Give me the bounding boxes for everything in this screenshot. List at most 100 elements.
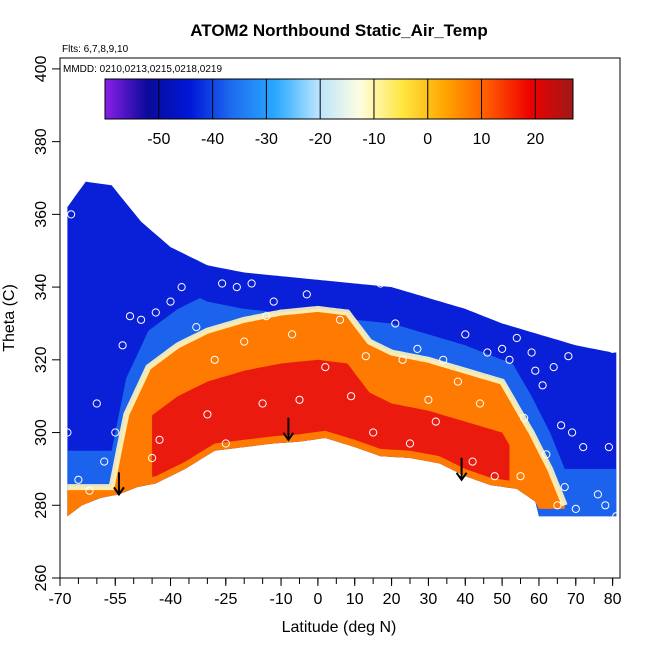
observation-point xyxy=(92,399,101,408)
observation-point xyxy=(498,344,507,353)
colorbar-tick-label: -30 xyxy=(255,131,278,148)
observation-point xyxy=(376,279,385,288)
observation-point xyxy=(218,279,227,288)
arrow-marker xyxy=(455,457,468,482)
observation-points xyxy=(60,210,620,521)
dates-note: MMDD: 0210,0213,0215,0218,0219 xyxy=(63,64,222,75)
colorbar-tick-label: 20 xyxy=(526,131,544,148)
observation-point xyxy=(475,399,485,408)
y-tick-label: 320 xyxy=(33,346,50,373)
observation-point xyxy=(439,355,448,364)
observation-point xyxy=(468,457,477,466)
observation-point xyxy=(258,399,267,408)
x-tick-label: 0 xyxy=(313,591,322,608)
observation-point xyxy=(383,264,392,273)
observation-point xyxy=(343,272,352,281)
observation-point xyxy=(571,504,580,513)
observation-point xyxy=(63,428,72,437)
colorbar: -50 -40 -30 -20 -10 0 10 20 xyxy=(104,78,574,148)
plot-frame xyxy=(59,57,621,579)
observation-point xyxy=(277,261,286,270)
x-axis-label: Latitude (deg N) xyxy=(282,619,397,636)
observation-point xyxy=(313,268,322,277)
y-tick-label: 340 xyxy=(33,274,50,301)
observation-point xyxy=(461,330,470,339)
observation-point xyxy=(302,290,311,299)
observation-point xyxy=(520,413,529,423)
colorbar-tick-label: -40 xyxy=(201,131,224,148)
observation-point xyxy=(269,297,278,306)
observation-point xyxy=(67,210,76,219)
observation-point xyxy=(321,363,330,372)
observation-point xyxy=(177,283,186,292)
observation-point xyxy=(354,268,363,277)
arrow-marker xyxy=(282,417,295,442)
y-tick-label: 400 xyxy=(33,55,50,82)
observation-point xyxy=(549,363,558,372)
x-tick-label: 20 xyxy=(383,591,401,608)
observation-point xyxy=(601,501,610,510)
observation-point xyxy=(111,428,120,437)
observation-point xyxy=(74,475,83,484)
observation-point xyxy=(560,483,569,492)
observation-point xyxy=(593,490,603,499)
observation-point xyxy=(328,446,337,455)
flights-note: Flts: 6,7,8,9,10 xyxy=(62,44,129,55)
plot-area xyxy=(60,181,620,521)
observation-point xyxy=(347,392,356,401)
observation-point xyxy=(557,421,566,430)
observation-point xyxy=(527,348,536,357)
x-tick-label: 10 xyxy=(346,591,364,608)
x-tick-label: -10 xyxy=(269,591,292,608)
observation-point xyxy=(612,512,620,521)
x-tick-label: -70 xyxy=(48,591,71,608)
observation-point xyxy=(391,319,400,328)
x-tick-label: 70 xyxy=(567,591,585,608)
y-tick-label: 260 xyxy=(33,565,50,592)
chart-title: ATOM2 Northbound Static_Air_Temp xyxy=(190,21,488,40)
observation-point xyxy=(446,286,455,295)
observation-point xyxy=(538,381,547,390)
observation-point xyxy=(604,443,614,452)
observation-point xyxy=(398,355,407,364)
observation-point xyxy=(85,486,94,495)
x-tick-label: 80 xyxy=(604,591,622,608)
observation-point xyxy=(118,341,127,350)
observation-point xyxy=(151,308,160,317)
observation-point xyxy=(516,472,525,481)
colorbar-tick-label: -20 xyxy=(309,131,332,148)
colorbar-tick-label: -50 xyxy=(147,131,170,148)
observation-point xyxy=(564,352,573,361)
observation-point xyxy=(247,279,256,288)
observation-point xyxy=(413,344,422,353)
y-axis: 260 280 300 320 340 360 380 400 xyxy=(33,55,60,591)
x-axis: -70 -55 -40 -25 -10 0 10 20 30 40 50 60 70 80 xyxy=(48,578,622,608)
observation-point xyxy=(417,257,426,266)
observation-point xyxy=(405,439,415,448)
freezing-edge-region xyxy=(67,305,568,507)
observation-point xyxy=(424,395,433,404)
x-tick-label: -40 xyxy=(159,591,182,608)
observation-point xyxy=(586,333,595,343)
colorbar-body xyxy=(104,78,574,120)
y-tick-label: 280 xyxy=(33,492,50,519)
observation-point xyxy=(210,355,219,364)
observation-point xyxy=(148,453,157,463)
arrows xyxy=(113,417,468,497)
colorbar-tick-label: 0 xyxy=(423,131,432,148)
arrow-marker xyxy=(113,472,125,497)
observation-point xyxy=(490,472,499,481)
observation-point xyxy=(553,501,562,510)
colorbar-tick-label: -10 xyxy=(362,131,385,148)
observation-point xyxy=(579,443,588,452)
observation-point xyxy=(512,333,521,343)
x-tick-label: 40 xyxy=(456,591,474,608)
x-tick-label: -55 xyxy=(104,591,127,608)
observation-point xyxy=(335,315,345,324)
x-tick-label: 60 xyxy=(530,591,548,608)
observation-point xyxy=(369,428,378,437)
observation-point xyxy=(295,395,304,404)
observation-point xyxy=(155,435,164,444)
observation-point xyxy=(125,312,135,321)
